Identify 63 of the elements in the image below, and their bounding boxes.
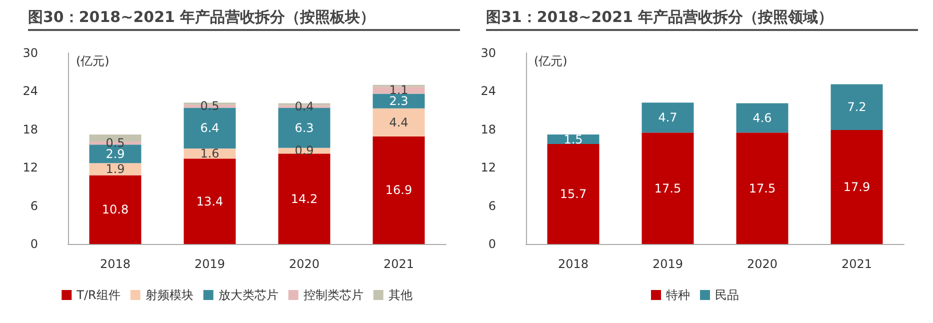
y-tick-label: 0: [30, 237, 38, 251]
y-tick-label: 30: [480, 46, 496, 60]
bar: [372, 108, 425, 136]
y-tick-label: 30: [22, 46, 38, 60]
y-tick-label: 6: [488, 198, 496, 213]
bar: [830, 84, 883, 130]
data-label: 6.4: [200, 121, 220, 136]
y-tick-label: 12: [22, 160, 38, 175]
y-tick-label: 6: [30, 198, 38, 213]
data-label: 4.7: [658, 110, 678, 125]
legend-label: 其他: [388, 288, 412, 302]
x-tick-label: 2018: [100, 257, 131, 271]
bar: [372, 136, 425, 244]
y-tick-label: 18: [22, 122, 38, 136]
bar: [372, 94, 425, 108]
bar: [736, 132, 788, 244]
bar: [278, 154, 330, 244]
data-label: 2.9: [106, 146, 125, 161]
legend-label: 民品: [715, 288, 739, 302]
y-tick-label: 18: [480, 122, 496, 136]
legend-label: 控制类芯片: [303, 288, 364, 302]
x-tick-label: 2019: [194, 257, 226, 271]
data-label: 1.6: [200, 146, 220, 161]
legend-label: T/R组件: [76, 288, 120, 302]
data-label: 17.5: [654, 181, 682, 196]
legend-label: 特种: [666, 288, 690, 302]
y-tick-label: 24: [22, 84, 38, 98]
y-tick-label: 0: [488, 237, 496, 251]
data-label: 6.3: [294, 120, 314, 135]
y-axis-title: (亿元): [534, 54, 568, 68]
data-label: 13.4: [196, 194, 224, 208]
data-label: 4.6: [752, 110, 772, 125]
data-label: 17.5: [748, 181, 776, 196]
bar: [184, 158, 236, 244]
data-label: 7.2: [847, 100, 866, 114]
data-label: 4.4: [389, 115, 408, 130]
y-tick-label: 24: [480, 84, 496, 98]
x-tick-label: 2021: [383, 257, 414, 271]
bar: [830, 130, 883, 244]
x-tick-label: 2020: [288, 257, 320, 271]
data-label: 1.9: [106, 162, 125, 176]
chart-title: 图30：2018~2021 年产品营收拆分（按照板块）: [28, 8, 460, 31]
data-label: 15.7: [560, 187, 587, 202]
bar: [642, 132, 694, 244]
legend-label: 放大类芯片: [218, 288, 278, 302]
chart-title: 图31：2018~2021 年产品营收拆分（按照领域）: [486, 8, 918, 31]
data-label: 14.2: [290, 192, 318, 206]
data-label: 16.9: [385, 183, 412, 198]
bar: [547, 144, 600, 244]
x-tick-label: 2018: [558, 257, 589, 271]
x-tick-label: 2019: [652, 257, 684, 271]
data-label: 1.5: [564, 132, 583, 146]
bar: [736, 103, 788, 133]
bar: [89, 175, 142, 244]
y-axis-title: (亿元): [76, 54, 110, 68]
bar: [372, 86, 425, 94]
data-label: 17.9: [843, 180, 870, 194]
x-tick-label: 2020: [746, 257, 778, 271]
x-tick-label: 2021: [841, 257, 872, 271]
bar: [642, 102, 694, 133]
legend-label: 射频模块: [145, 288, 194, 302]
data-label: 10.8: [102, 202, 129, 217]
y-tick-label: 12: [480, 160, 496, 175]
